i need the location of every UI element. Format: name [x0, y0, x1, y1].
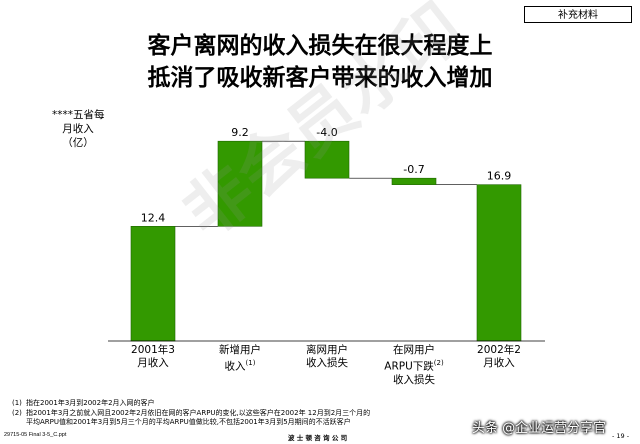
y-axis-label: ****五省每 月收入 （亿） [52, 108, 105, 150]
x-tick-label-5-line-1: 2002年2 [477, 344, 521, 356]
supplementary-material-tag: 补充材料 [524, 6, 632, 23]
title-line-1: 客户离网的收入损失在很大程度上 [147, 33, 493, 59]
x-tick-label-4-line-3: 收入损失 [393, 373, 435, 386]
x-tick-label-3-line-1: 离网用户 [306, 344, 348, 356]
y-axis-label-line-1: ****五省每 [52, 109, 105, 121]
footnote-2-continuation: 平均ARPU值和2001年3月到5月三个月的平均ARPU值做比较,不包括2001… [12, 418, 370, 428]
footnotes: (1) 指在2001年3月到2002年2月入网的客户 (2) 指2001年3月之前就… [12, 399, 370, 428]
x-tick-label-4-line-2: ARPU下跌(2) [384, 359, 444, 373]
footnote-1: (1) 指在2001年3月到2002年2月入网的客户 [12, 399, 370, 409]
footnote-2: (2) 指2001年3月之前就入网且2002年2月依旧在网的客户ARPU的变化,以… [12, 409, 370, 419]
bar-2 [217, 140, 263, 227]
slide-title: 客户离网的收入损失在很大程度上 抵消了吸收新客户带来的收入增加 [60, 30, 580, 94]
footnote-1-number: (1) [12, 399, 22, 407]
x-tick-label-5: 2002年2 月收入 [454, 344, 544, 370]
bar-value-label-2: 9.2 [231, 126, 249, 139]
x-tick-label-2-line-2: 收入(1) [224, 359, 256, 373]
company-name: 波 士 顿 咨 询 公 司 [288, 434, 348, 442]
bar-value-label-5: 16.9 [487, 170, 512, 183]
bar-value-label-1: 12.4 [141, 211, 166, 224]
y-axis-label-line-2: 月收入 [62, 123, 94, 135]
x-tick-label-3: 离网用户 收入损失 [282, 344, 372, 370]
x-tick-label-1-line-1: 2001年3 [131, 344, 175, 356]
x-tick-label-2-line-1: 新增用户 [219, 344, 261, 356]
footnote-2-text-line-2: 平均ARPU值和2001年3月到5月三个月的平均ARPU值做比较,不包括2001… [26, 418, 351, 426]
x-tick-label-4: 在网用户 ARPU下跌(2) 收入损失 [369, 344, 459, 387]
x-tick-label-1-line-2: 月收入 [137, 357, 169, 369]
x-tick-label-1: 2001年3 月收入 [108, 344, 198, 370]
x-tick-label-3-line-2: 收入损失 [306, 357, 348, 369]
x-tick-label-5-line-2: 月收入 [483, 357, 515, 369]
x-tick-label-2-note: (1) [245, 359, 256, 367]
x-tick-label-4-line-1: 在网用户 [393, 344, 435, 356]
bar-3 [304, 140, 350, 179]
title-line-2: 抵消了吸收新客户带来的收入增加 [147, 65, 493, 91]
bar-value-label-4: -0.7 [403, 163, 424, 176]
bar-value-label-3: -4.0 [316, 126, 337, 139]
footnote-1-text: 指在2001年3月到2002年2月入网的客户 [26, 399, 155, 407]
footnote-2-text-line-1: 指2001年3月之前就入网且2002年2月依旧在网的客户ARPU的变化,以这些客… [26, 408, 371, 417]
footnote-2-number: (2) [12, 408, 22, 417]
source-credit: 头条 @企业运营分享官 [472, 421, 607, 436]
bar-5 [476, 184, 522, 342]
bar-4 [391, 177, 437, 185]
bar-1 [130, 226, 176, 342]
page-number: - 19 - [612, 432, 630, 440]
x-tick-label-2: 新增用户收入(1) [195, 344, 285, 374]
file-name: 29715-05 Final 3-5_C.ppt [4, 432, 67, 438]
y-axis-label-line-3: （亿） [62, 137, 94, 149]
x-tick-label-4-note: (2) [433, 359, 444, 367]
